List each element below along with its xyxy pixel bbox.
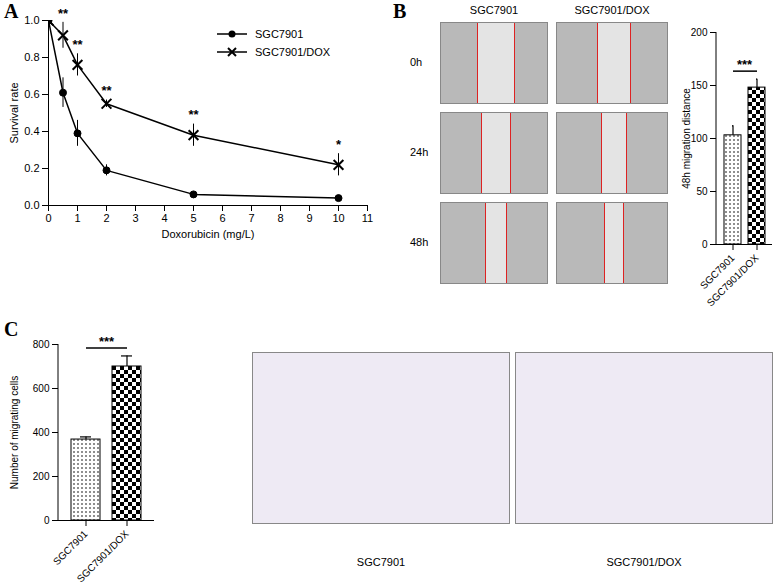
svg-text:11: 11 bbox=[362, 212, 373, 224]
svg-text:***: *** bbox=[737, 57, 753, 72]
svg-text:0: 0 bbox=[45, 212, 51, 224]
svg-text:400: 400 bbox=[33, 427, 50, 438]
svg-text:3: 3 bbox=[132, 212, 138, 224]
svg-text:10: 10 bbox=[332, 212, 344, 224]
html-text:A: A bbox=[4, 0, 19, 22]
svg-text:0.6: 0.6 bbox=[24, 88, 39, 100]
svg-text:SGC7901/DOX: SGC7901/DOX bbox=[705, 252, 761, 308]
svg-text:48h migration distance: 48h migration distance bbox=[681, 88, 692, 189]
html-text:SGC7901/DOX: SGC7901/DOX bbox=[255, 46, 331, 58]
svg-text:800: 800 bbox=[33, 339, 50, 350]
svg-text:Doxorubicin (mg/L): Doxorubicin (mg/L) bbox=[162, 228, 255, 240]
svg-text:0: 0 bbox=[44, 515, 50, 526]
svg-text:0.4: 0.4 bbox=[24, 125, 39, 137]
html-text:0h: 0h bbox=[410, 56, 423, 68]
svg-text:**: ** bbox=[72, 37, 83, 52]
svg-text:*: * bbox=[336, 137, 342, 152]
svg-text:Number of migrating cells: Number of migrating cells bbox=[9, 376, 20, 489]
svg-text:**: ** bbox=[101, 83, 112, 98]
svg-text:0: 0 bbox=[702, 239, 708, 250]
svg-text:150: 150 bbox=[691, 80, 708, 91]
svg-text:4: 4 bbox=[161, 212, 167, 224]
svg-text:SGC7901: SGC7901 bbox=[51, 528, 90, 567]
svg-text:0.0: 0.0 bbox=[24, 199, 39, 211]
svg-text:Survival rate: Survival rate bbox=[8, 82, 20, 143]
svg-text:5: 5 bbox=[190, 212, 196, 224]
svg-text:8: 8 bbox=[277, 212, 283, 224]
svg-text:**: ** bbox=[188, 107, 199, 122]
html-text:SGC7901: SGC7901 bbox=[469, 4, 519, 16]
svg-text:1.0: 1.0 bbox=[24, 14, 39, 26]
svg-text:***: *** bbox=[99, 334, 115, 349]
svg-text:100: 100 bbox=[691, 133, 708, 144]
html-text:48h: 48h bbox=[410, 236, 429, 248]
html-text:C: C bbox=[4, 318, 19, 340]
html-text:SGC7901: SGC7901 bbox=[255, 28, 304, 40]
svg-text:200: 200 bbox=[33, 471, 50, 482]
svg-text:200: 200 bbox=[691, 27, 708, 38]
svg-text:**: ** bbox=[58, 6, 69, 21]
svg-text:50: 50 bbox=[696, 186, 708, 197]
svg-text:7: 7 bbox=[248, 212, 254, 224]
svg-text:1: 1 bbox=[74, 212, 80, 224]
html-text:SGC7901/DOX: SGC7901/DOX bbox=[574, 4, 650, 16]
html-text:24h: 24h bbox=[410, 146, 429, 158]
html-text:SGC7901: SGC7901 bbox=[356, 556, 406, 568]
svg-text:9: 9 bbox=[306, 212, 312, 224]
svg-text:600: 600 bbox=[33, 383, 50, 394]
svg-text:2: 2 bbox=[103, 212, 109, 224]
svg-text:0.2: 0.2 bbox=[24, 162, 39, 174]
html-text:SGC7901/DOX: SGC7901/DOX bbox=[606, 556, 682, 568]
svg-text:SGC7901/DOX: SGC7901/DOX bbox=[75, 528, 131, 584]
html-text:B: B bbox=[393, 0, 407, 22]
svg-text:0.8: 0.8 bbox=[24, 51, 39, 63]
svg-text:6: 6 bbox=[219, 212, 225, 224]
